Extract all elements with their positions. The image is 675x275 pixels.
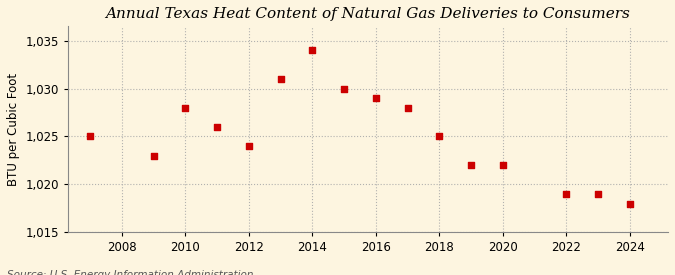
Y-axis label: BTU per Cubic Foot: BTU per Cubic Foot xyxy=(7,73,20,186)
Point xyxy=(561,192,572,196)
Point xyxy=(624,201,635,206)
Point xyxy=(180,106,191,110)
Point xyxy=(85,134,96,139)
Point xyxy=(339,86,350,91)
Title: Annual Texas Heat Content of Natural Gas Deliveries to Consumers: Annual Texas Heat Content of Natural Gas… xyxy=(105,7,630,21)
Point xyxy=(402,106,413,110)
Point xyxy=(148,153,159,158)
Point xyxy=(371,96,381,100)
Point xyxy=(593,192,603,196)
Point xyxy=(466,163,477,167)
Point xyxy=(497,163,508,167)
Text: Source: U.S. Energy Information Administration: Source: U.S. Energy Information Administ… xyxy=(7,270,253,275)
Point xyxy=(244,144,254,148)
Point xyxy=(212,125,223,129)
Point xyxy=(434,134,445,139)
Point xyxy=(307,48,318,53)
Point xyxy=(275,77,286,81)
